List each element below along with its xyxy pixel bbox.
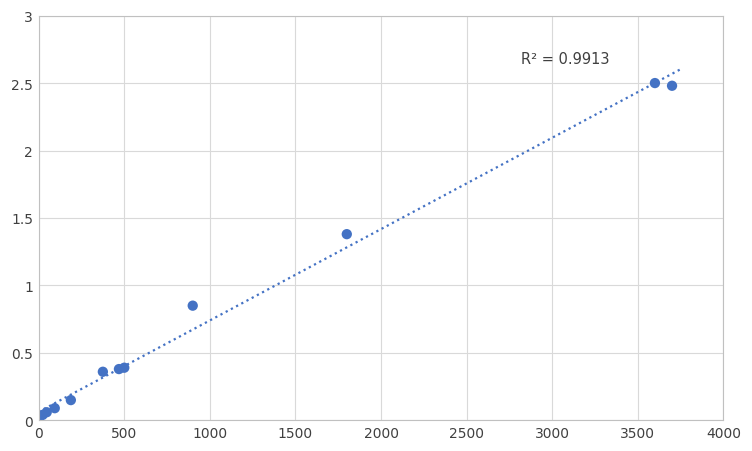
Point (113, 366, 125, 373)
Point (97, 368, 109, 376)
Point (41, 409, 53, 416)
Point (341, 231, 353, 238)
Point (118, 364, 130, 372)
Point (32, 417, 44, 424)
Point (49, 405, 61, 412)
Point (186, 302, 199, 309)
Text: R² = 0.9913: R² = 0.9913 (521, 52, 610, 67)
Point (37, 411, 49, 419)
Point (65, 396, 77, 404)
Point (649, 80, 661, 87)
Point (666, 83, 678, 90)
